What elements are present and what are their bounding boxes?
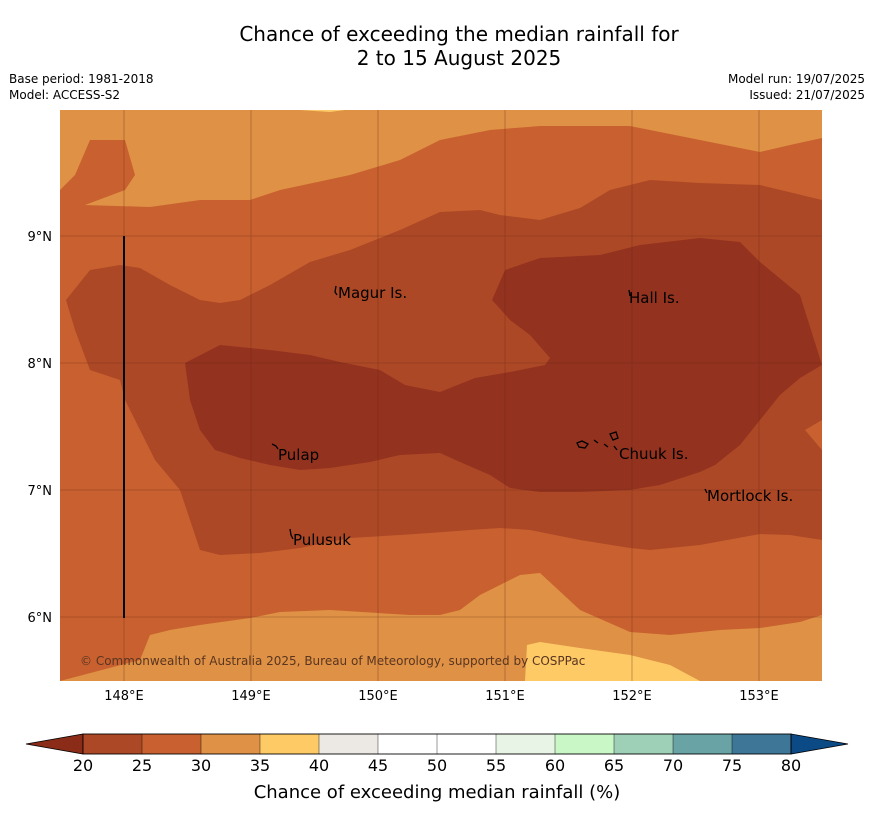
lon-label-150e: 150°E [358,689,398,704]
place-label-magur: Magur Is. [338,284,407,302]
colorbar-segment [554,733,615,755]
region-below-20 [185,238,822,492]
title-line-2: 2 to 15 August 2025 [356,46,562,70]
place-label-pulap: Pulap [278,446,319,464]
colorbar-tick-label: 65 [604,756,624,775]
place-label-pulusuk: Pulusuk [293,531,351,549]
colorbar-over-arrow [790,733,849,755]
islands [271,285,708,540]
title-line-1: Chance of exceeding the median rainfall … [239,22,679,46]
colorbar-tick-label: 45 [368,756,388,775]
colorbar-segment [82,733,143,755]
lat-label-7n: 7°N [28,484,53,499]
chuuk-island-outline [576,431,619,451]
lat-label-9n: 9°N [28,230,53,245]
colorbar-segment [318,733,379,755]
colorbar-segment [731,733,792,755]
region-25-30-pocket [805,420,822,450]
model-name: Model: ACCESS-S2 [9,88,121,102]
hall-island-outline [628,289,631,297]
issued-date: Issued: 21/07/2025 [749,88,865,102]
colorbar-segments [82,733,792,755]
colorbar-tick-label: 60 [545,756,565,775]
colorbar-title: Chance of exceeding median rainfall (%) [254,782,621,803]
colorbar-tick-label: 40 [309,756,329,775]
colorbar-segment [259,733,320,755]
colorbar-segment [613,733,674,755]
map-title: Chance of exceeding the median rainfall … [0,22,873,70]
lon-label-151e: 151°E [485,689,525,704]
colorbar-tick-label: 70 [663,756,683,775]
graticule [60,110,822,681]
lon-label-148e: 148°E [104,689,144,704]
lon-label-153e: 153°E [739,689,779,704]
colorbar: 20 25 30 35 40 45 50 55 60 65 70 75 80 Chance of exc… [25,733,849,803]
colorbar-tick-label: 20 [73,756,93,775]
place-label-hall: Hall Is. [629,289,680,307]
colorbar-tick-label: 75 [722,756,742,775]
lon-label-152e: 152°E [612,689,652,704]
colorbar-segment [377,733,438,755]
magur-island-outline [334,285,338,296]
colorbar-segment [495,733,556,755]
colorbar-segment [436,733,497,755]
run-info: Model run: 19/07/2025 Issued: 21/07/2025 [728,71,865,103]
model-info: Base period: 1981-2018 Model: ACCESS-S2 [9,71,154,103]
region-35-40-top [300,110,345,112]
colorbar-segment [141,733,202,755]
lat-label-8n: 8°N [28,357,53,372]
lat-label-6n: 6°N [28,611,53,626]
model-run-date: Model run: 19/07/2025 [727,72,865,86]
latitude-labels: 9°N 8°N 7°N 6°N [28,230,53,626]
colorbar-frame [82,733,792,755]
colorbar-tick-labels: 20 25 30 35 40 45 50 55 60 65 70 75 80 [73,756,801,775]
colorbar-tick-label: 35 [250,756,270,775]
rainfall-map-area: Magur Is. Hall Is. Pulap Chuuk Is. Mortl… [60,110,822,681]
colorbar-under-arrow [25,733,84,755]
region-35-40-bottom [525,642,700,681]
lon-label-149e: 149°E [231,689,271,704]
pulusuk-island-outline [289,528,294,540]
longitude-labels: 148°E 149°E 150°E 151°E 152°E 153°E [104,689,779,704]
colorbar-segment [672,733,733,755]
colorbar-tick-label: 80 [781,756,801,775]
colorbar-segment [200,733,261,755]
copyright-notice: © Commonwealth of Australia 2025, Bureau… [80,654,585,668]
place-label-mortlock: Mortlock Is. [707,487,793,505]
base-period: Base period: 1981-2018 [9,72,154,86]
colorbar-tick-label: 55 [486,756,506,775]
pulap-island-outline [271,443,279,450]
mortlock-island-outline [704,488,708,494]
place-label-chuuk: Chuuk Is. [619,445,688,463]
colorbar-tick-label: 30 [191,756,211,775]
colorbar-tick-label: 25 [132,756,152,775]
colorbar-tick-label: 50 [427,756,447,775]
